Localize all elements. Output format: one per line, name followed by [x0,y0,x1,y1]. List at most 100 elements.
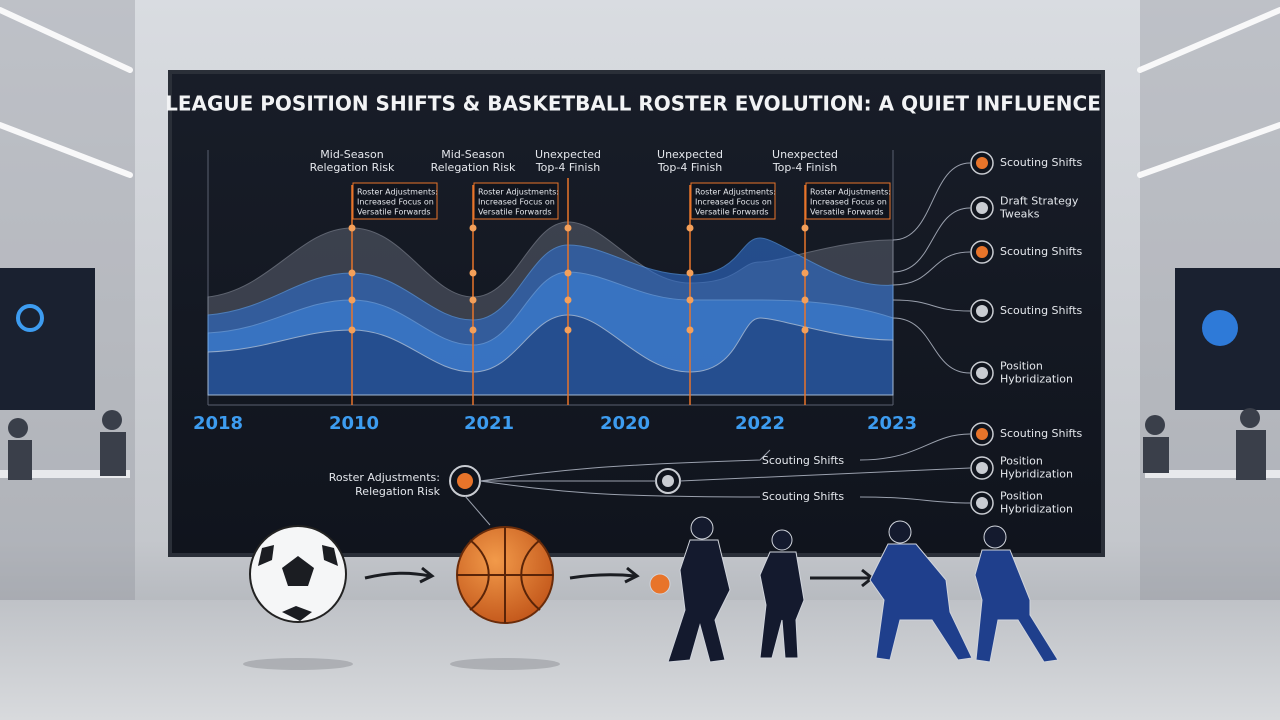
event-dot [686,296,694,304]
event-dot [348,224,356,232]
event-label: Unexpected [535,148,601,161]
event-note: Increased Focus on [357,198,434,207]
event-dot [564,269,572,277]
legend-connector [892,317,971,374]
event-label: Relegation Risk [431,161,516,174]
event-dot [801,326,809,334]
legend-connector [892,162,971,241]
event-label: Relegation Risk [310,161,395,174]
event-dot [469,224,477,232]
illustration [243,516,1059,670]
outcome-dot [976,497,988,509]
event-dot [564,296,572,304]
event-dot [348,296,356,304]
event-note: Increased Focus on [695,198,772,207]
outcome-label: Scouting Shifts [1000,427,1083,440]
flow-links [464,433,971,526]
flow-link-label: Scouting Shifts [762,490,845,503]
event-label: Top-4 Finish [772,161,837,174]
event-dot [801,269,809,277]
outcome-label: Hybridization [1000,468,1073,481]
basketball-icon [457,473,473,489]
office-people [0,408,1280,480]
event-dot [348,269,356,277]
event-note-box [690,182,776,220]
legend-connector [892,251,971,286]
legend-label: Scouting Shifts [1000,245,1083,258]
outcome-label: Position [1000,490,1043,503]
legend-label: Scouting Shifts [1000,304,1083,317]
event-dot [801,224,809,232]
outcome-label: Position [1000,455,1043,468]
event-dot [469,269,477,277]
legend-dot [976,367,988,379]
legend-connector [892,207,971,273]
event-dot [469,296,477,304]
event-dot [801,296,809,304]
legend-dot [976,157,988,169]
stream-chart [207,150,894,406]
event-label: Top-4 Finish [535,161,600,174]
event-dot [348,326,356,334]
monitor-icon [1202,310,1238,346]
year-label: 2018 [193,413,243,434]
outcome-dot [976,462,988,474]
event-dot [564,224,572,232]
year-label: 2023 [867,413,917,434]
year-label: 2021 [464,413,514,434]
legend-label: Hybridization [1000,373,1073,386]
years: 2018 2010 2021 2020 2022 2023 [193,413,917,434]
year-label: 2010 [329,413,379,434]
legend-dot [976,202,988,214]
legend-label: Draft Strategy [1000,195,1079,208]
legend-label: Scouting Shifts [1000,156,1083,169]
outcome-dot [976,428,988,440]
title: LEAGUE POSITION SHIFTS & BASKETBALL ROST… [165,92,1101,116]
arrows [364,566,875,588]
event-note-box [352,182,438,220]
flow-hub-dot [662,475,674,487]
monitor-icon [16,304,44,332]
event-label: Unexpected [657,148,723,161]
event-note: Increased Focus on [478,198,555,207]
event-label: Mid-Season [441,148,504,161]
event-dot [469,326,477,334]
floor [0,600,1280,720]
legend-label: Position [1000,360,1043,373]
year-label: 2020 [600,413,650,434]
event-note: Roster Adjustments: [357,188,438,197]
outcome-label: Hybridization [1000,503,1073,516]
flow-source-label: Roster Adjustments: [329,471,440,484]
legend-label: Tweaks [999,208,1040,221]
legend-dot [976,305,988,317]
flow-source-label: Relegation Risk [355,485,440,498]
flow-link-label: Scouting Shifts [762,454,845,467]
legend-dot [976,246,988,258]
event-note: Versatile Forwards [810,208,884,217]
year-label: 2022 [735,413,785,434]
legend-connector [892,299,971,312]
event-note: Roster Adjustments: [810,188,891,197]
ceiling-lights [0,7,1280,178]
event-label: Unexpected [772,148,838,161]
event-dot [686,326,694,334]
event-dot [686,269,694,277]
event-note: Roster Adjustments: [478,188,559,197]
event-note: Versatile Forwards [478,208,552,217]
event-note: Versatile Forwards [695,208,769,217]
event-dot [686,224,694,232]
event-label: Top-4 Finish [657,161,722,174]
event-note-box [473,182,559,220]
players [649,516,1059,663]
event-dot [564,326,572,334]
flow: Roster Adjustments:Relegation Risk Scouti… [329,422,1083,526]
side-monitor [0,268,95,410]
event-note: Versatile Forwards [357,208,431,217]
event-note: Roster Adjustments: [695,188,776,197]
event-note-box [805,182,891,220]
event-note: Increased Focus on [810,198,887,207]
event-label: Mid-Season [320,148,383,161]
